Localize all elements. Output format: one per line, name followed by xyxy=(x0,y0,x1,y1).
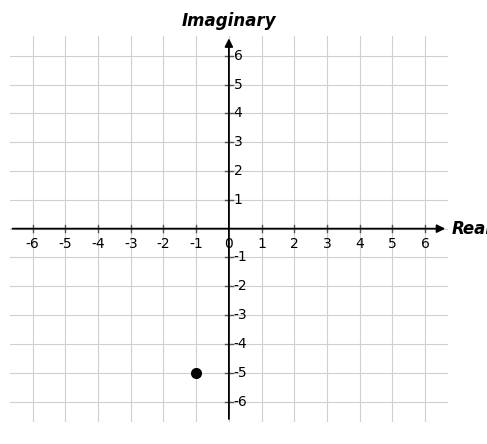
Text: 1: 1 xyxy=(234,193,243,207)
Text: 6: 6 xyxy=(421,237,430,251)
Text: -5: -5 xyxy=(234,366,247,380)
Text: 5: 5 xyxy=(388,237,397,251)
Text: 5: 5 xyxy=(234,78,243,91)
Text: 4: 4 xyxy=(234,107,243,120)
Text: 2: 2 xyxy=(290,237,299,251)
Text: -6: -6 xyxy=(234,395,247,408)
Text: 2: 2 xyxy=(234,164,243,178)
Text: -2: -2 xyxy=(157,237,170,251)
Text: -6: -6 xyxy=(26,237,39,251)
Text: Imaginary: Imaginary xyxy=(182,12,276,30)
Text: -5: -5 xyxy=(58,237,72,251)
Text: 3: 3 xyxy=(323,237,331,251)
Text: 0: 0 xyxy=(225,237,233,251)
Text: -4: -4 xyxy=(91,237,105,251)
Text: -3: -3 xyxy=(124,237,137,251)
Text: 3: 3 xyxy=(234,135,243,149)
Text: -4: -4 xyxy=(234,337,247,351)
Text: Real: Real xyxy=(451,220,487,238)
Text: 1: 1 xyxy=(257,237,266,251)
Text: -2: -2 xyxy=(234,279,247,293)
Text: -3: -3 xyxy=(234,308,247,322)
Text: -1: -1 xyxy=(234,250,247,265)
Text: 6: 6 xyxy=(234,49,243,63)
Text: 4: 4 xyxy=(356,237,364,251)
Text: -1: -1 xyxy=(189,237,203,251)
